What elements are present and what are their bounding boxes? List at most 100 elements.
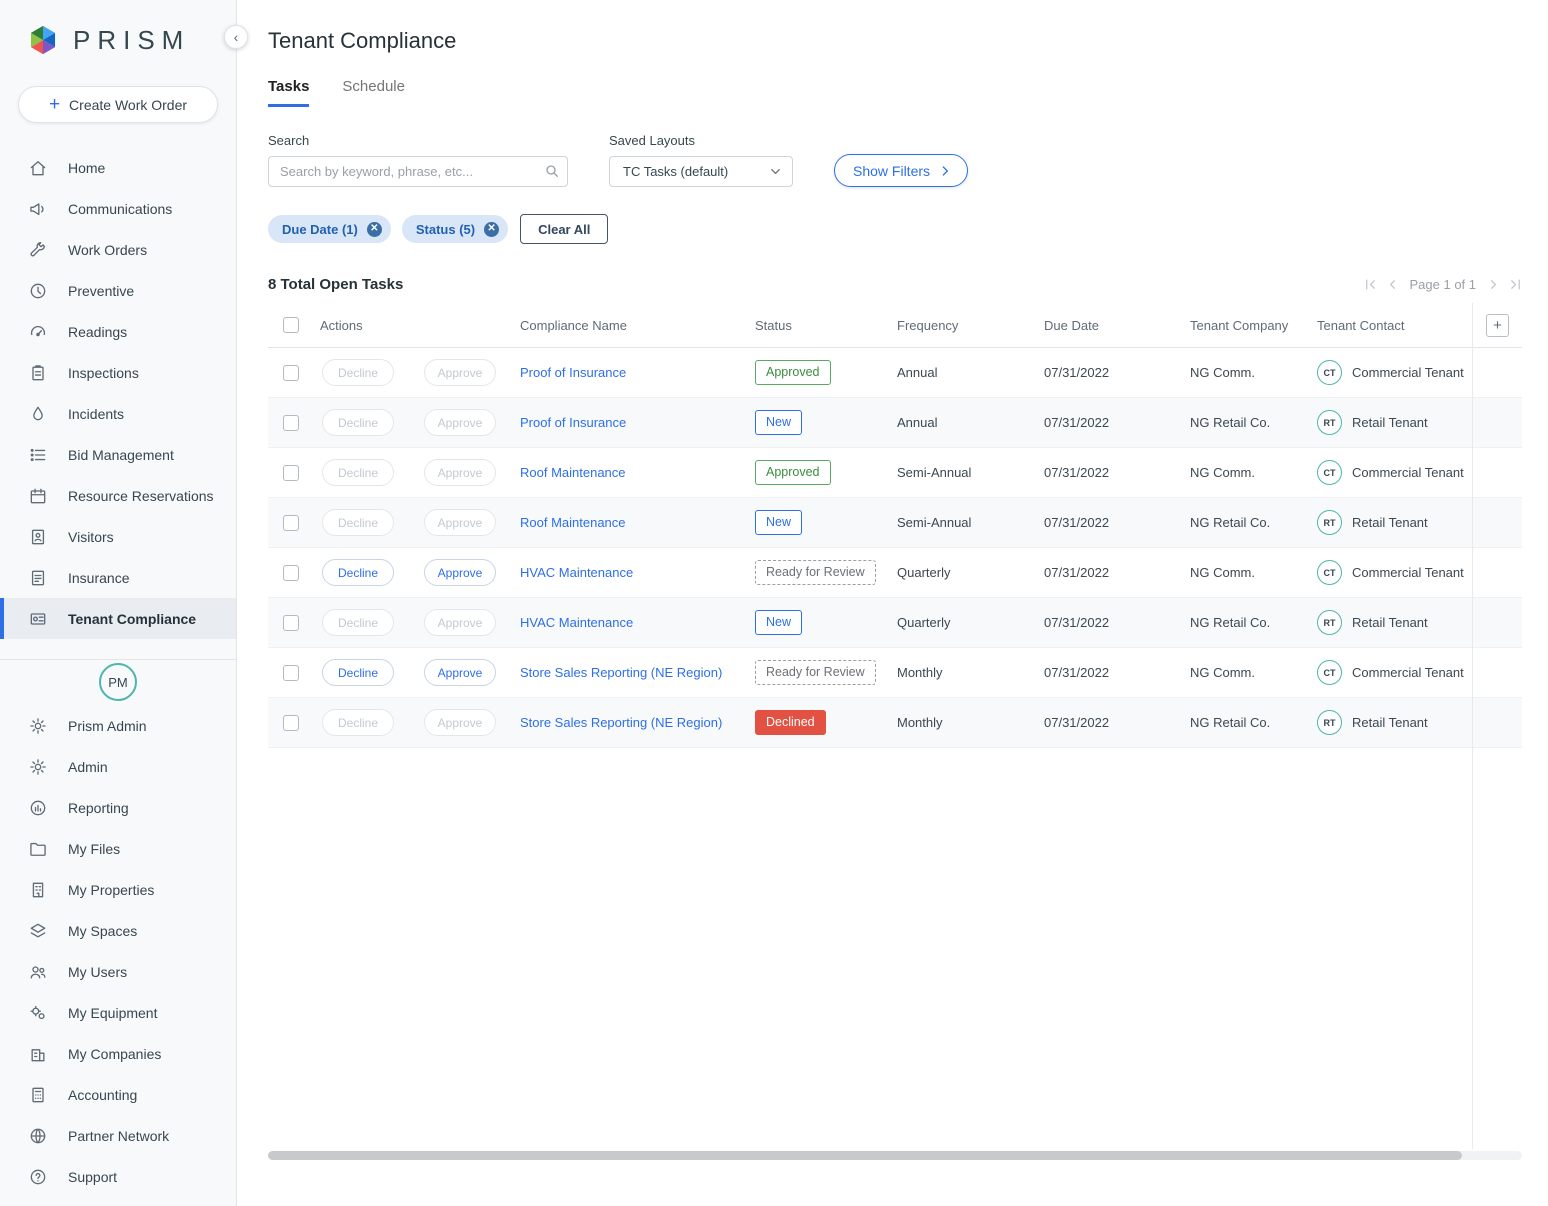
droplet-icon — [28, 404, 48, 424]
decline-button[interactable]: Decline — [322, 409, 394, 436]
home-icon — [28, 158, 48, 178]
sidebar-item-inspections[interactable]: Inspections — [0, 352, 236, 393]
sidebar-item-partner-network[interactable]: Partner Network — [0, 1115, 236, 1156]
row-checkbox[interactable] — [283, 564, 299, 581]
sidebar-item-prism-admin[interactable]: Prism Admin — [0, 705, 236, 746]
sidebar-item-insurance[interactable]: Insurance — [0, 557, 236, 598]
approve-button[interactable]: Approve — [424, 459, 496, 486]
column-header-frequency: Frequency — [897, 317, 959, 333]
gear-icon — [28, 716, 48, 736]
sidebar-item-tenant-compliance[interactable]: Tenant Compliance — [0, 598, 236, 639]
decline-button[interactable]: Decline — [322, 509, 394, 536]
row-checkbox[interactable] — [283, 414, 299, 431]
search-label: Search — [268, 133, 310, 148]
sidebar-item-support[interactable]: Support — [0, 1156, 236, 1197]
next-page-icon[interactable] — [1486, 277, 1501, 292]
decline-button[interactable]: Decline — [322, 459, 394, 486]
scrollbar-thumb[interactable] — [268, 1151, 1462, 1160]
sidebar-item-work-orders[interactable]: Work Orders — [0, 229, 236, 270]
remove-filter-icon[interactable]: ✕ — [484, 221, 500, 237]
fixed-column-divider — [1472, 303, 1473, 1149]
approve-button[interactable]: Approve — [424, 609, 496, 636]
sidebar-item-readings[interactable]: Readings — [0, 311, 236, 352]
tab-tasks[interactable]: Tasks — [268, 78, 310, 107]
previous-page-icon[interactable] — [1385, 277, 1400, 292]
sidebar-item-reporting[interactable]: Reporting — [0, 787, 236, 828]
compliance-name-link[interactable]: Proof of Insurance — [520, 415, 627, 430]
megaphone-icon — [28, 199, 48, 219]
tenant-company-cell: NG Comm. — [1190, 465, 1255, 480]
frequency-cell: Monthly — [897, 715, 943, 730]
compliance-name-link[interactable]: HVAC Maintenance — [520, 565, 634, 580]
sidebar-item-visitors[interactable]: Visitors — [0, 516, 236, 557]
create-work-order-button[interactable]: + Create Work Order — [18, 86, 218, 123]
chevron-down-icon — [771, 169, 780, 174]
show-filters-button[interactable]: Show Filters — [834, 154, 969, 187]
sidebar-item-my-properties[interactable]: My Properties — [0, 869, 236, 910]
sidebar-item-my-companies[interactable]: My Companies — [0, 1033, 236, 1074]
decline-button[interactable]: Decline — [322, 559, 394, 586]
approve-button[interactable]: Approve — [424, 709, 496, 736]
row-checkbox[interactable] — [283, 364, 299, 381]
decline-button[interactable]: Decline — [322, 609, 394, 636]
select-all-checkbox[interactable] — [283, 317, 299, 333]
sidebar-item-my-files[interactable]: My Files — [0, 828, 236, 869]
tab-schedule[interactable]: Schedule — [342, 78, 405, 95]
search-input[interactable] — [268, 156, 568, 187]
tenant-contact-cell: RT Retail Tenant — [1307, 498, 1473, 547]
sidebar-item-communications[interactable]: Communications — [0, 188, 236, 229]
horizontal-scrollbar[interactable] — [268, 1151, 1522, 1160]
due-date-cell: 07/31/2022 — [1044, 415, 1110, 430]
compliance-name-link[interactable]: HVAC Maintenance — [520, 615, 634, 630]
row-checkbox[interactable] — [283, 714, 299, 731]
sidebar-item-label: Resource Reservations — [68, 487, 214, 504]
filter-chip-due-date-1[interactable]: Due Date (1) ✕ — [268, 215, 391, 243]
user-avatar[interactable]: PM — [99, 663, 137, 701]
building-icon — [28, 880, 48, 900]
table-body: Decline Approve Proof of Insurance Approved… — [268, 348, 1522, 748]
last-page-icon[interactable] — [1508, 277, 1523, 292]
decline-button[interactable]: Decline — [322, 359, 394, 386]
add-column-button[interactable]: + — [1486, 313, 1509, 337]
remove-filter-icon[interactable]: ✕ — [366, 221, 382, 237]
table-row: Decline Approve Roof Maintenance New Semi-An… — [268, 498, 1522, 548]
compliance-name-link[interactable]: Proof of Insurance — [520, 365, 627, 380]
row-checkbox[interactable] — [283, 614, 299, 631]
row-checkbox[interactable] — [283, 514, 299, 531]
sidebar-item-label: Reporting — [68, 799, 129, 816]
contact-avatar: CT — [1317, 560, 1342, 585]
sidebar-item-accounting[interactable]: Accounting — [0, 1074, 236, 1115]
sidebar-item-my-users[interactable]: My Users — [0, 951, 236, 992]
filter-chip-status-5[interactable]: Status (5) ✕ — [401, 215, 509, 243]
approve-button[interactable]: Approve — [424, 559, 496, 586]
saved-layouts-select[interactable]: TC Tasks (default) — [609, 156, 793, 187]
saved-layouts-group: Saved Layouts TC Tasks (default) — [609, 133, 793, 187]
approve-button[interactable]: Approve — [424, 509, 496, 536]
row-checkbox[interactable] — [283, 664, 299, 681]
sidebar-item-home[interactable]: Home — [0, 147, 236, 188]
sidebar-item-preventive[interactable]: Preventive — [0, 270, 236, 311]
clear-all-button[interactable]: Clear All — [520, 214, 609, 244]
compliance-name-link[interactable]: Store Sales Reporting (NE Region) — [520, 715, 723, 730]
compliance-name-link[interactable]: Roof Maintenance — [520, 515, 626, 530]
decline-button[interactable]: Decline — [322, 709, 394, 736]
sidebar-item-label: Inspections — [68, 364, 139, 381]
sidebar-item-bid-management[interactable]: Bid Management — [0, 434, 236, 475]
sidebar-item-resource-reservations[interactable]: Resource Reservations — [0, 475, 236, 516]
row-checkbox[interactable] — [283, 464, 299, 481]
compliance-name-link[interactable]: Roof Maintenance — [520, 465, 626, 480]
sidebar-item-label: My Files — [68, 840, 121, 857]
clock-icon — [28, 281, 48, 301]
sidebar-item-my-equipment[interactable]: My Equipment — [0, 992, 236, 1033]
decline-button[interactable]: Decline — [322, 659, 394, 686]
first-page-icon[interactable] — [1363, 277, 1378, 292]
approve-button[interactable]: Approve — [424, 359, 496, 386]
sidebar-item-my-spaces[interactable]: My Spaces — [0, 910, 236, 951]
frequency-cell: Semi-Annual — [897, 515, 972, 530]
approve-button[interactable]: Approve — [424, 659, 496, 686]
compliance-name-link[interactable]: Store Sales Reporting (NE Region) — [520, 665, 723, 680]
approve-button[interactable]: Approve — [424, 409, 496, 436]
sidebar-item-incidents[interactable]: Incidents — [0, 393, 236, 434]
sidebar-collapse-button[interactable]: ‹ — [224, 25, 248, 49]
sidebar-item-admin[interactable]: Admin — [0, 746, 236, 787]
